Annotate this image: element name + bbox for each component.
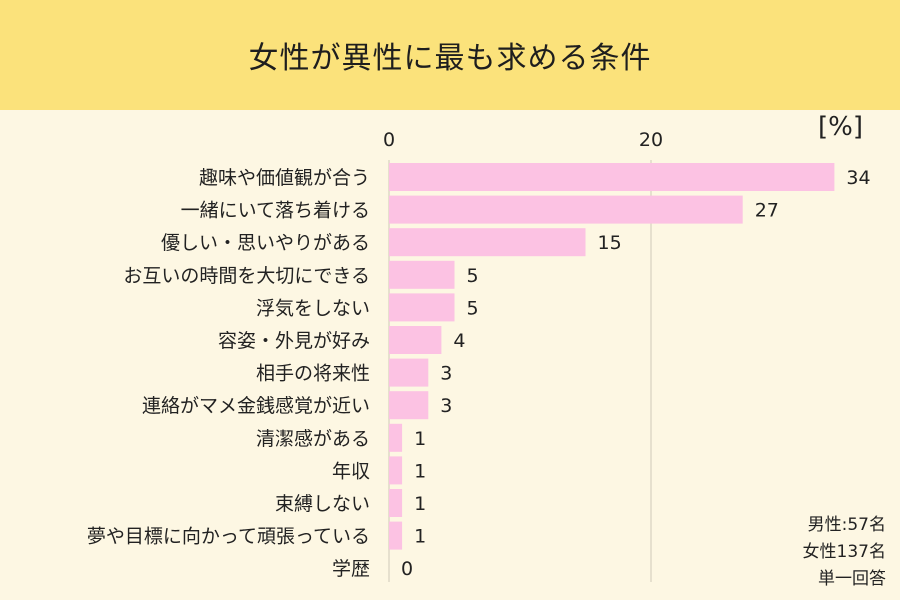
chart-title: 女性が異性に最も求める条件 <box>248 41 652 76</box>
bar <box>389 391 429 420</box>
value-label: 5 <box>467 297 479 319</box>
bar <box>389 423 403 452</box>
value-label: 1 <box>414 526 426 548</box>
bar <box>389 326 442 354</box>
category-label: 清潔感がある <box>256 428 370 450</box>
x-tick-label-20: 20 <box>639 129 663 151</box>
category-label: 連絡がマメ金銭感覚が近い <box>142 395 370 417</box>
value-label: 34 <box>846 167 870 189</box>
value-label: 3 <box>440 395 452 417</box>
bar <box>389 358 429 387</box>
bar <box>389 521 403 550</box>
unit-label: [%] <box>818 112 863 142</box>
sample-note: 男性:57名 女性137名 単一回答 <box>776 512 886 593</box>
category-label: 夢や目標に向かって頑張っている <box>87 526 370 548</box>
category-label: お互いの時間を大切にできる <box>123 265 370 287</box>
category-label: 一緒にいて落ち着ける <box>181 200 370 222</box>
value-label: 1 <box>414 493 426 515</box>
category-label: 学歴 <box>332 558 370 580</box>
category-label: 束縛しない <box>275 493 370 515</box>
bar <box>389 163 835 191</box>
value-label: 1 <box>414 460 426 482</box>
value-label: 27 <box>755 200 779 222</box>
note-female-count: 女性137名 <box>802 542 886 562</box>
x-tick-label-0: 0 <box>383 129 395 151</box>
category-label: 浮気をしない <box>256 297 370 319</box>
value-label: 15 <box>598 232 622 254</box>
bar <box>389 489 403 517</box>
category-label: 容姿・外見が好み <box>218 330 370 352</box>
bar <box>389 260 455 289</box>
bar <box>389 228 586 257</box>
title-band: 女性が異性に最も求める条件 <box>0 0 900 110</box>
note-answer-type: 単一回答 <box>818 569 886 589</box>
category-label: 相手の将来性 <box>256 363 370 385</box>
value-label: 5 <box>467 265 479 287</box>
category-label: 趣味や価値観が合う <box>199 167 370 189</box>
note-male-count: 男性:57名 <box>807 515 886 535</box>
bar <box>389 456 403 485</box>
value-label: 1 <box>414 428 426 450</box>
value-label: 3 <box>440 363 452 385</box>
bar <box>389 195 743 224</box>
value-label: 4 <box>453 330 465 352</box>
category-label: 年収 <box>332 460 370 482</box>
category-label: 優しい・思いやりがある <box>161 232 370 254</box>
value-label: 0 <box>401 558 413 580</box>
bar <box>389 293 455 322</box>
